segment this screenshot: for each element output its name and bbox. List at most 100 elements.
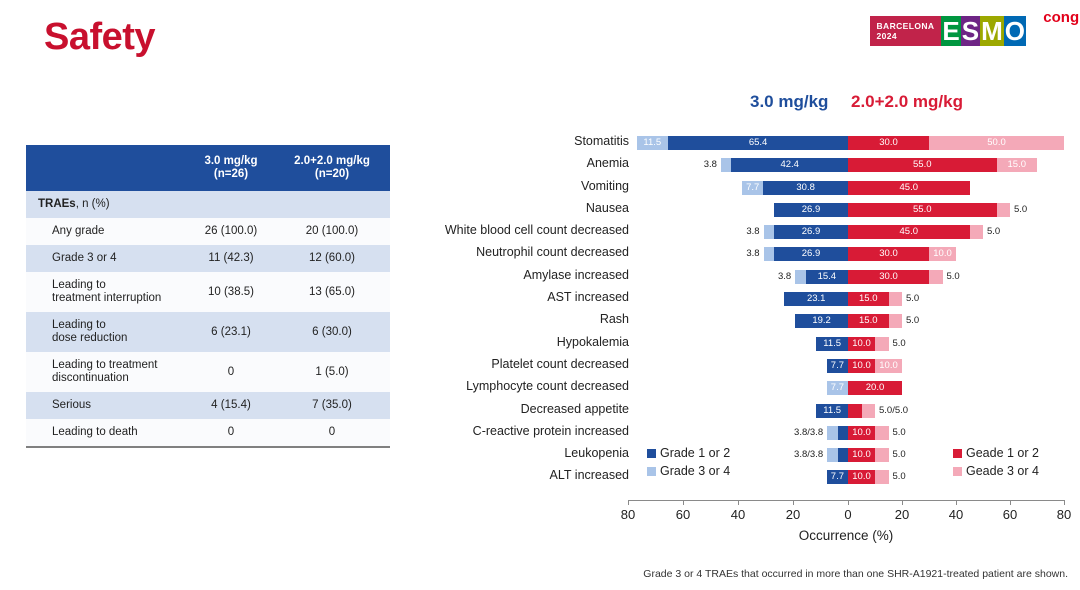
table-cell-dose-2plus2 xyxy=(274,191,390,218)
bar-segment-right-grade12: 15.0 xyxy=(848,314,889,329)
chart-bar-area: 10.0 3.8/3.8 5.0 xyxy=(628,422,1064,444)
chart-bar-area: 19.2 15.0 5.0 xyxy=(628,310,1064,332)
logo-letter-s: S xyxy=(960,16,981,46)
bar-segment-right-grade12: 10.0 xyxy=(848,448,875,463)
chart-bar-area: 11.5 5.0/5.0 xyxy=(628,400,1064,422)
chart-rows: Stomatitis 11.5 65.4 30.0 50.0 Anemia 42.4 55.0… xyxy=(404,132,1064,489)
chart-row: Leukopenia 10.0 3.8/3.8 5.0 xyxy=(404,444,1064,466)
chart-bar-area: 15.4 30.0 3.8 5.0 xyxy=(628,266,1064,288)
bar-outside-label-right: 5.0 xyxy=(892,337,906,349)
legend-swatch-icon xyxy=(647,448,656,458)
chart-group-label-left: 3.0 mg/kg xyxy=(750,92,829,111)
chart-row-label: White blood cell count decreased xyxy=(444,223,629,238)
bar-outside-label-right: 5.0 xyxy=(892,426,906,438)
bar-segment-right-grade12: 10.0 xyxy=(848,358,875,373)
bar-segment-right-grade12: 30.0 xyxy=(848,247,929,262)
axis-tick xyxy=(628,500,629,505)
legend-label: Geade 3 or 4 xyxy=(966,464,1039,478)
bar-outside-label-left: 3.8 xyxy=(746,248,760,260)
bar-segment-right-grade12: 30.0 xyxy=(848,136,929,150)
chart-row: Neutrophil count decreased 26.9 30.0 10.0 3.… xyxy=(404,243,1064,265)
bar-segment-left-grade12 xyxy=(837,448,848,463)
legend-left-item: Grade 1 or 2 xyxy=(647,444,730,462)
table-row: Leading to treatment discontinuation 0 1 (5… xyxy=(26,352,390,392)
chart-row-label: Hypokalemia xyxy=(556,334,629,349)
chart-row-label: ALT increased xyxy=(549,468,629,483)
bar-segment-left-grade34: 7.7 xyxy=(826,381,848,396)
chart-bar-area: 10.0 3.8/3.8 5.0 xyxy=(628,444,1064,466)
table-cell-dose-2plus2: 0 xyxy=(274,419,390,448)
table-body: TRAEs, n (%) Any grade 26 (100.0) 20 (100.0… xyxy=(26,191,390,448)
bar-segment-right-grade34 xyxy=(875,470,889,485)
bar-segment-right-grade34: 50.0 xyxy=(929,136,1064,150)
axis-tick-label: 80 xyxy=(1056,507,1072,522)
bar-segment-left-grade12: 19.2 xyxy=(795,314,848,329)
chart-bar-area: 26.9 30.0 10.0 3.8 xyxy=(628,243,1064,265)
logo-letter-o: O xyxy=(1003,16,1026,46)
chart-bar-area: 11.5 10.0 5.0 xyxy=(628,333,1064,355)
chart-row-label: Rash xyxy=(599,312,629,327)
chart-row-label: Lymphocyte count decreased xyxy=(466,379,629,394)
bar-segment-right-grade12: 55.0 xyxy=(848,202,997,217)
legend-swatch-icon xyxy=(953,466,962,476)
safety-summary-table: 3.0 mg/kg (n=26) 2.0+2.0 mg/kg (n=20) TR… xyxy=(26,145,390,448)
axis-tick xyxy=(1010,500,1011,505)
bar-outside-label-right: 5.0 xyxy=(892,449,906,461)
chart-row: Lymphocyte count decreased 7.7 20.0 xyxy=(404,377,1064,399)
table-row: Serious 4 (15.4) 7 (35.0) xyxy=(26,392,390,419)
chart-row: AST increased 23.1 15.0 5.0 xyxy=(404,288,1064,310)
bar-segment-right-grade34: 10.0 xyxy=(875,358,902,373)
bar-segment-right-grade12: 10.0 xyxy=(848,425,875,440)
chart-row: Rash 19.2 15.0 5.0 xyxy=(404,310,1064,332)
axis-tick xyxy=(956,500,957,505)
bar-segment-right-grade34 xyxy=(861,403,875,418)
table-row-label: TRAEs, n (%) xyxy=(26,191,188,218)
chart-bar-area: 42.4 55.0 15.0 3.8 xyxy=(628,154,1064,176)
table-header-dose-3-line1: 3.0 mg/kg xyxy=(204,155,258,167)
esmo-congress-logo: BARCELONA 2024 E S M O congress xyxy=(869,6,1080,46)
logo-barcelona-badge: BARCELONA 2024 xyxy=(869,16,942,46)
table-header-dose-3: 3.0 mg/kg (n=26) xyxy=(188,145,274,191)
axis-tick xyxy=(683,500,684,505)
chart-bar-area: 7.7 10.0 5.0 xyxy=(628,466,1064,488)
bar-segment-left-grade12: 7.7 xyxy=(826,470,848,485)
table-row-label: Grade 3 or 4 xyxy=(26,245,188,272)
bar-outside-label-right: 5.0 xyxy=(906,293,920,305)
table-cell-dose-3: 0 xyxy=(188,419,274,448)
table-row-label: Any grade xyxy=(26,218,188,245)
bar-segment-left-grade34 xyxy=(827,448,838,463)
bar-segment-right-grade34 xyxy=(996,202,1010,217)
chart-row: Anemia 42.4 55.0 15.0 3.8 xyxy=(404,154,1064,176)
bar-segment-left-grade12 xyxy=(837,425,848,440)
chart-group-headers: 3.0 mg/kg 2.0+2.0 mg/kg xyxy=(404,92,1064,118)
legend-swatch-icon xyxy=(647,466,656,476)
table-head: 3.0 mg/kg (n=26) 2.0+2.0 mg/kg (n=20) xyxy=(26,145,390,191)
chart-row-label: Leukopenia xyxy=(564,446,629,461)
axis-tick-label: 40 xyxy=(730,507,746,522)
chart-row-label: Nausea xyxy=(585,200,629,215)
chart-x-axis: 80 60 40 20 0 20 40 60 80 Occurrence (%) xyxy=(621,500,1071,550)
axis-tick xyxy=(848,500,849,505)
bar-segment-right-grade12: 15.0 xyxy=(848,292,889,307)
table-cell-dose-2plus2: 1 (5.0) xyxy=(274,352,390,392)
bar-segment-right-grade12: 30.0 xyxy=(848,269,929,284)
chart-row: Hypokalemia 11.5 10.0 5.0 xyxy=(404,333,1064,355)
table-cell-dose-3: 11 (42.3) xyxy=(188,245,274,272)
axis-tick-label: 40 xyxy=(948,507,964,522)
table-header-dose-2plus2-line1: 2.0+2.0 mg/kg xyxy=(294,155,370,167)
axis-tick xyxy=(1064,500,1065,505)
bar-outside-label-left: 3.8/3.8 xyxy=(794,426,824,438)
axis-title: Occurrence (%) xyxy=(798,528,894,543)
logo-letter-e: E xyxy=(941,16,961,46)
table-row: TRAEs, n (%) xyxy=(26,191,390,218)
bar-segment-left-grade34 xyxy=(795,269,806,284)
chart-legend-right: Geade 1 or 2 Geade 3 or 4 xyxy=(953,444,1039,480)
chart-row-label: AST increased xyxy=(547,290,629,305)
bar-segment-left-grade34 xyxy=(763,247,774,262)
bar-segment-left-grade34 xyxy=(763,225,774,240)
table-header-dose-2plus2-line2: (n=20) xyxy=(314,168,350,180)
bar-segment-left-grade12: 30.8 xyxy=(763,180,848,195)
axis-tick-label: 60 xyxy=(1002,507,1018,522)
bar-segment-left-grade12: 11.5 xyxy=(816,336,848,351)
bar-outside-label-left: 3.8 xyxy=(703,159,717,171)
